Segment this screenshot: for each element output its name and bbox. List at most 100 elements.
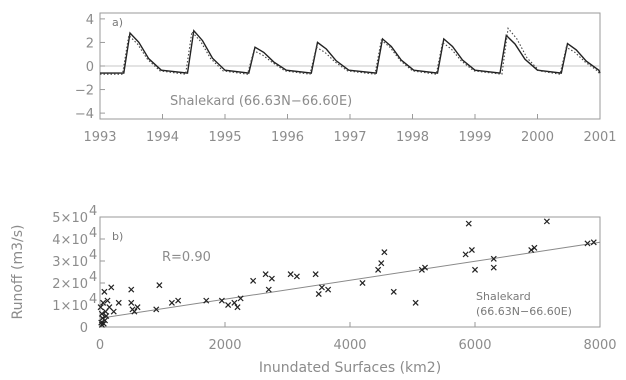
scatter-point — [531, 244, 538, 251]
scatter-point — [101, 317, 109, 324]
panel-b-y-tick-exponent: 4 — [89, 270, 97, 285]
scatter-point — [97, 304, 104, 311]
series-dotted — [100, 26, 601, 75]
panel-a-y-tick-label: 4 — [86, 13, 94, 28]
panel-b-y-axis: 01×10 42×10 43×10 44×10 45×10 4 — [52, 204, 105, 336]
panel-b-y-tick-exponent: 4 — [89, 204, 97, 219]
scatter-point — [359, 279, 366, 287]
scatter-point — [203, 297, 210, 304]
panel-a-label: a) — [112, 16, 123, 29]
scatter-point — [412, 299, 419, 306]
scatter-point — [134, 304, 141, 311]
panel-b-fit-line — [99, 241, 601, 319]
panel-b-site-name: Shalekard — [476, 290, 531, 303]
panel-b-y-tick-label: 5×10 — [52, 211, 88, 226]
scatter-point — [225, 301, 232, 309]
panel-b-x-tick-label: 4000 — [333, 338, 366, 353]
panel-a-x-tick-label: 2001 — [583, 130, 616, 145]
scatter-point — [418, 266, 425, 273]
scatter-point — [543, 218, 550, 225]
scatter-point — [528, 246, 535, 254]
scatter-point — [115, 299, 122, 306]
panel-b-y-tick-label: 3×10 — [52, 255, 88, 270]
panel-a-x-tick-label: 1998 — [396, 130, 429, 145]
scatter-point — [390, 288, 397, 295]
panel-a-x-tick-label: 1999 — [458, 130, 491, 145]
scatter-point — [100, 299, 107, 306]
scatter-point — [462, 251, 469, 258]
scatter-point — [471, 266, 479, 273]
scatter-point — [98, 321, 105, 328]
scatter-point — [153, 306, 160, 313]
panel-a-x-tick-label: 1995 — [208, 130, 241, 145]
panel-b-y-tick-exponent: 4 — [89, 292, 97, 307]
panel-b-y-axis-title: Runoff (m3/s) — [10, 225, 26, 320]
scatter-point — [262, 271, 269, 278]
scatter-point — [231, 299, 238, 306]
panel-a-y-tick-label: −2 — [75, 84, 94, 99]
scatter-point — [128, 299, 135, 306]
scatter-point — [287, 271, 294, 278]
panel-a-x-tick-label: 1996 — [271, 130, 304, 145]
scatter-point — [108, 284, 115, 291]
panel-b-x-tick-label: 0 — [96, 338, 104, 353]
panel-b-y-tick-exponent: 4 — [89, 248, 97, 263]
scatter-point — [175, 297, 182, 304]
scatter-point — [237, 295, 244, 302]
scatter-point — [490, 264, 497, 271]
panel-a-x-tick-label: 1997 — [333, 130, 366, 145]
scatter-point — [378, 260, 385, 267]
panel-a-y-tick-label: −4 — [75, 107, 94, 122]
panel-b-x-axis: 0 2000 4000 6000 8000 — [96, 322, 617, 353]
scatter-point — [465, 220, 472, 227]
scatter-point — [421, 264, 429, 271]
scatter-point — [104, 297, 111, 304]
panel-a-y-tick-label: 0 — [86, 60, 94, 75]
series-solid — [100, 29, 601, 74]
scatter-point — [102, 308, 109, 315]
scatter-point — [265, 286, 272, 293]
panel-a-series — [100, 26, 601, 75]
scatter-point — [584, 240, 591, 247]
scatter-point — [318, 284, 325, 291]
panel-b-y-tick-exponent: 4 — [89, 226, 97, 241]
scatter-point — [234, 304, 241, 311]
panel-b-y-tick-label: 0 — [80, 321, 88, 336]
panel-a-site-annotation: Shalekard (66.63N−66.60E) — [170, 94, 352, 109]
panel-b-label: b) — [112, 230, 123, 243]
scatter-point — [250, 277, 257, 284]
panel-a-timeseries: 4 2 0 −2 −4 1993 1994 1995 1996 1997 1998 1999 2000… — [75, 12, 617, 145]
panel-b-site-coords: (66.63N−66.60E) — [476, 305, 572, 318]
scatter-point — [98, 310, 105, 317]
panel-b-correlation: R=0.90 — [162, 250, 211, 265]
scatter-point — [490, 255, 497, 262]
scatter-point — [168, 299, 175, 306]
scatter-point — [468, 246, 475, 254]
panel-b-y-tick-label: 1×10 — [52, 299, 88, 314]
panel-b-y-tick-label: 2×10 — [52, 277, 88, 292]
scatter-point — [293, 273, 300, 280]
panel-b-y-tick-label: 4×10 — [52, 233, 88, 248]
panel-b-x-axis-title: Inundated Surfaces (km2) — [259, 360, 441, 376]
panel-a-x-tick-label: 2000 — [521, 130, 554, 145]
scatter-point — [128, 286, 135, 293]
scatter-point — [590, 239, 597, 246]
scatter-point — [325, 286, 332, 293]
scatter-point — [315, 290, 322, 298]
panel-b-x-tick-label: 8000 — [583, 338, 616, 353]
panel-a-x-axis: 1993 1994 1995 1996 1997 1998 1999 2000 2001 — [83, 114, 617, 145]
scatter-point — [381, 249, 388, 256]
panel-b-points — [97, 218, 597, 328]
scatter-point — [101, 288, 108, 295]
scatter-point — [312, 271, 319, 278]
panel-a-x-tick-label: 1993 — [83, 130, 116, 145]
panel-a-x-tick-label: 1994 — [146, 130, 179, 145]
scatter-point — [156, 282, 163, 289]
panel-a-y-tick-label: 2 — [86, 36, 94, 51]
scatter-point — [268, 275, 275, 282]
scatter-point — [110, 308, 117, 315]
panel-a-y-axis: 4 2 0 −2 −4 — [75, 13, 105, 122]
panel-b-x-tick-label: 2000 — [208, 338, 241, 353]
scatter-point — [375, 266, 382, 273]
